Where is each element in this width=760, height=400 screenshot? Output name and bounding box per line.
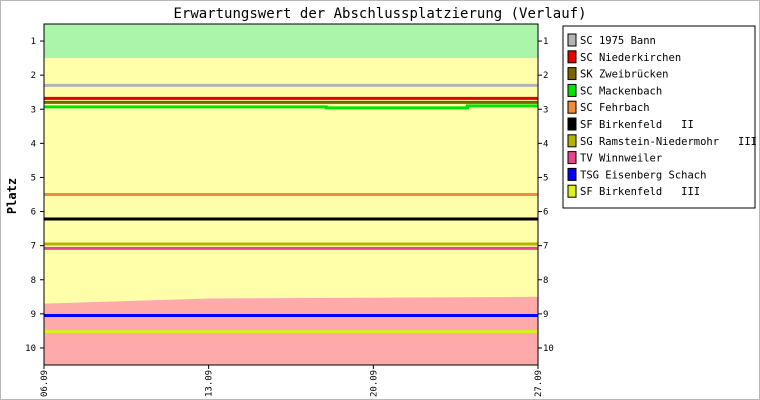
- x-tick-label: 06.09: [40, 370, 50, 397]
- series-line-sc-mackenbach: [44, 104, 538, 110]
- legend-label-sk-zweibr-cken: SK Zweibrücken: [580, 69, 669, 81]
- legend: SC 1975 Bann SC Niederkirchen SK Zweibrück…: [562, 25, 757, 209]
- legend-label-sc-niederkirchen: SC Niederkirchen: [580, 52, 681, 64]
- legend-label-sc-fehrbach: SC Fehrbach: [580, 102, 650, 114]
- legend-label-sf-birkenfeld-iii: SF Birkenfeld III: [580, 186, 700, 198]
- legend-label-tsg-eisenberg-schach: TSG Eisenberg Schach: [580, 169, 706, 181]
- legend-swatch-sf-birkenfeld-ii: [567, 117, 577, 131]
- y-tick-label-right: 3: [543, 105, 548, 115]
- legend-swatch-sc-mackenbach: [567, 83, 577, 97]
- y-tick-label-right: 5: [543, 173, 548, 183]
- x-tick-label: 27.09: [534, 370, 544, 397]
- legend-box: [562, 25, 756, 209]
- y-tick-label-right: 9: [543, 310, 548, 320]
- y-tick-label-left: 2: [31, 71, 36, 81]
- y-axis-label: Platz: [5, 178, 19, 214]
- legend-label-sc-mackenbach: SC Mackenbach: [580, 85, 662, 97]
- legend-label-sg-ramstein-niedermohr-iii: SG Ramstein-Niedermohr III: [580, 136, 757, 148]
- y-tick-label-left: 6: [31, 208, 36, 218]
- legend-label-sc-1975-bann: SC 1975 Bann: [580, 35, 656, 47]
- legend-swatch-sk-zweibr-cken: [567, 67, 577, 81]
- x-tick-label: 13.09: [205, 370, 215, 397]
- y-axis-ticks: 1 1 2 2 3 3 4 4 5 5 6 6 7 7 8 8 9 9 10 10: [25, 37, 554, 354]
- y-tick-label-left: 7: [31, 242, 36, 252]
- legend-swatch-sc-niederkirchen: [567, 50, 577, 64]
- y-tick-label-left: 4: [31, 139, 36, 149]
- x-tick-label: 20.09: [369, 370, 379, 397]
- band-middle: [44, 58, 538, 304]
- y-tick-label-left: 1: [31, 37, 36, 47]
- zone-bands: [44, 24, 538, 365]
- y-tick-label-left: 5: [31, 173, 36, 183]
- legend-label-tv-winnweiler: TV Winnweiler: [580, 153, 662, 165]
- y-tick-label-right: 7: [543, 242, 548, 252]
- plot-border: [43, 23, 539, 366]
- legend-swatch-sg-ramstein-niedermohr-iii: [567, 134, 577, 148]
- series-lines: [44, 83, 538, 334]
- y-tick-label-right: 8: [543, 276, 548, 286]
- y-tick-label-right: 6: [543, 208, 548, 218]
- legend-swatch-tv-winnweiler: [567, 151, 577, 165]
- legend-swatch-sc-1975-bann: [567, 33, 577, 47]
- chart-title: Erwartungswert der Abschlussplatzierung …: [173, 6, 586, 22]
- y-tick-label-right: 4: [543, 139, 548, 149]
- y-tick-label-left: 10: [25, 344, 36, 354]
- legend-label-sf-birkenfeld-ii: SF Birkenfeld II: [580, 119, 694, 131]
- band-promotion: [44, 24, 538, 59]
- legend-swatch-sc-fehrbach: [567, 100, 577, 114]
- legend-swatch-tsg-eisenberg-schach: [567, 167, 577, 181]
- legend-swatch-sf-birkenfeld-iii: [567, 184, 577, 198]
- y-tick-label-left: 8: [31, 276, 36, 286]
- y-tick-label-left: 9: [31, 310, 36, 320]
- y-tick-label-right: 1: [543, 37, 548, 47]
- y-tick-label-right: 2: [543, 71, 548, 81]
- y-tick-label-left: 3: [31, 105, 36, 115]
- y-tick-label-right: 10: [543, 344, 554, 354]
- x-axis-ticks: 06.09 13.09 20.09 27.09: [40, 365, 544, 397]
